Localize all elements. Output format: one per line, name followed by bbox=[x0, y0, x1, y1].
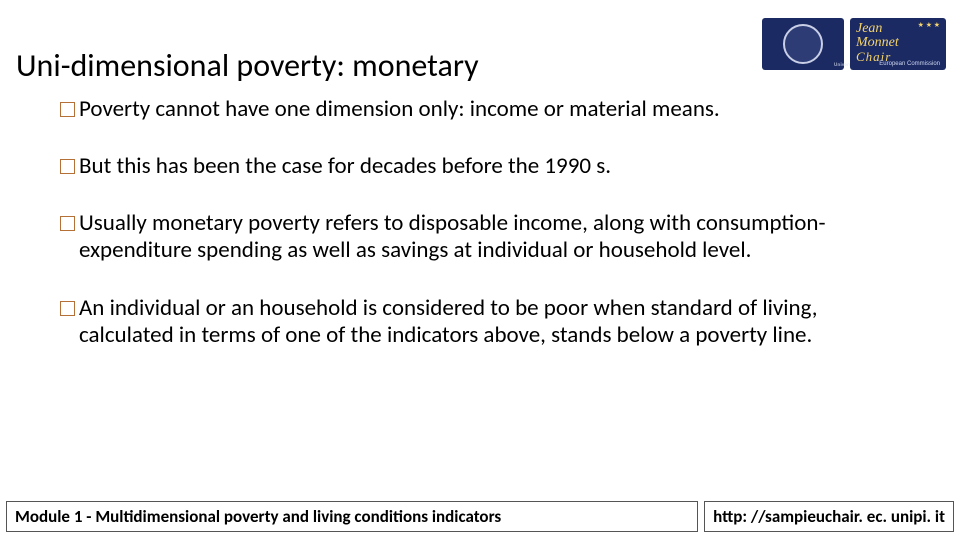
bullet-item: But this has been the case for decades b… bbox=[60, 153, 900, 180]
slide-title: Uni-dimensional poverty: monetary bbox=[16, 46, 479, 85]
square-bullet-icon bbox=[60, 301, 75, 316]
bullet-text: Usually monetary poverty refers to dispo… bbox=[79, 210, 900, 264]
footer: Module 1 - Multidimensional poverty and … bbox=[6, 501, 954, 532]
bullet-text: But this has been the case for decades b… bbox=[79, 153, 900, 180]
bullet-text: Poverty cannot have one dimension only: … bbox=[79, 96, 900, 123]
jean-monnet-chair-logo: ★ ★ ★ Jean Monnet Chair European Commiss… bbox=[850, 18, 946, 70]
logo-group: Università di Pisa ★ ★ ★ Jean Monnet Cha… bbox=[762, 18, 946, 70]
bullet-item: An individual or an household is conside… bbox=[60, 295, 900, 349]
slide: Uni-dimensional poverty: monetary Univer… bbox=[0, 0, 960, 540]
bullet-item: Poverty cannot have one dimension only: … bbox=[60, 96, 900, 123]
bullet-text: An individual or an household is conside… bbox=[79, 295, 900, 349]
jm-ec: European Commission bbox=[879, 61, 940, 67]
unipi-seal-logo: Università di Pisa bbox=[762, 18, 844, 70]
bullet-item: Usually monetary poverty refers to dispo… bbox=[60, 210, 900, 264]
square-bullet-icon bbox=[60, 102, 75, 117]
jm-line2: Monnet bbox=[856, 36, 940, 50]
footer-module: Module 1 - Multidimensional poverty and … bbox=[6, 501, 698, 532]
square-bullet-icon bbox=[60, 216, 75, 231]
content-area: Poverty cannot have one dimension only: … bbox=[60, 96, 900, 349]
square-bullet-icon bbox=[60, 159, 75, 174]
footer-url: http: //sampieuchair. ec. unipi. it bbox=[704, 501, 954, 532]
header: Uni-dimensional poverty: monetary Univer… bbox=[0, 18, 960, 82]
eu-stars-icon: ★ ★ ★ bbox=[918, 22, 940, 29]
